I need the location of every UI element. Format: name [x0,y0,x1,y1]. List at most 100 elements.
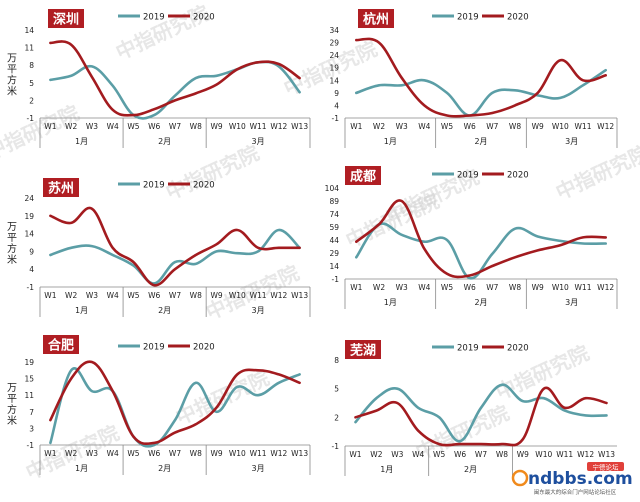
x-tick-label: W7 [486,283,498,292]
data-point [153,114,155,116]
x-axis-ticks: W1 W2 W3 W4 W5 W6 W7 W8 W9 W10 W11 W12 W13 [44,291,308,300]
data-point [299,374,301,376]
x-tick-label: W12 [597,122,614,131]
data-point [236,68,238,70]
x-tick-label: W4 [107,449,119,458]
watermark-text: 中指研究院 [0,101,83,165]
data-point [133,265,135,267]
y-axis-label-char: 平 [7,233,17,244]
x-tick-label: W8 [190,122,202,131]
month-label: 2月 [464,465,477,474]
x-tick-label: W13 [598,450,615,459]
y-axis-label-char: 米 [7,85,17,98]
month-label: 1月 [380,465,393,474]
data-point [585,415,587,417]
month-groups: 1月 2月 3月 [39,287,311,317]
y-tick-label: -1 [27,283,35,292]
chart-legend: 2019 2020 [118,181,215,191]
series-line-2020 [355,199,607,279]
data-point [522,400,524,402]
data-point [112,247,114,249]
month-label: 3月 [565,298,578,307]
x-tick-label: W13 [291,291,308,300]
data-point [174,100,176,102]
data-point [112,390,114,392]
y-tick-label: 89 [329,197,339,206]
data-point [216,84,218,86]
data-point [446,115,448,117]
y-axis-ticks: -1 4 9 14 19 24 [24,194,34,292]
chart-legend: 2019 2020 [432,171,529,181]
data-point [417,430,419,432]
y-tick-label: 4 [334,101,339,110]
data-point [469,115,471,117]
y-tick-label: 104 [325,184,340,193]
y-tick-label: 44 [329,236,339,245]
x-tick-label: W12 [270,291,287,300]
data-point [401,200,403,202]
y-tick-label: 19 [329,64,339,73]
data-point [423,248,425,250]
chart-panel: 杭州 2019 2020 -1 4 9 14 19 24 29 34 W1 W2 W3 W4 W5 W6 W7 W8… [329,9,618,148]
data-point [195,92,197,94]
x-tick-label: W3 [86,291,98,300]
data-point [606,415,608,417]
data-point [257,394,259,396]
chart-title-badge: 芜湖 [345,340,381,359]
y-tick-label: 8 [29,61,34,70]
x-tick-label: W11 [250,449,267,458]
data-point [216,75,218,77]
data-point [605,243,607,245]
series-line-2020 [355,37,607,118]
x-tick-label: W1 [44,122,56,131]
legend-label: 2020 [507,171,529,181]
data-point [70,44,72,46]
y-tick-label: 7 [29,408,34,417]
x-tick-label: W9 [210,122,222,131]
x-tick-label: W7 [486,122,498,131]
data-point [543,397,545,399]
y-axis-ticks: -1 2 5 8 11 14 [24,26,34,123]
data-point [514,228,516,230]
month-label: 2月 [158,464,171,473]
data-point [605,237,607,239]
y-tick-label: 24 [24,194,34,203]
y-tick-label: -1 [27,114,35,123]
chart-title-badge: 杭州 [358,9,394,28]
data-point [49,442,51,444]
month-label: 2月 [474,137,487,146]
y-tick-label: -1 [332,275,340,284]
y-axis-label-char: 平 [7,394,17,405]
data-point [491,253,493,255]
x-tick-label: W7 [169,291,181,300]
data-point [257,251,259,253]
data-point [174,95,176,97]
x-tick-label: W11 [250,291,267,300]
data-point [378,224,380,226]
x-tick-label: W3 [86,449,98,458]
month-label: 3月 [252,137,265,146]
data-point [153,108,155,110]
x-tick-label: W11 [556,450,573,459]
y-axis-label-char: 方 [7,74,17,87]
data-point [278,63,280,65]
x-tick-label: W10 [552,122,569,131]
chart-title-background [358,9,394,28]
y-tick-label: 11 [24,44,34,53]
data-point [469,275,471,277]
chart-title-badge: 深圳 [48,9,84,28]
y-tick-label: 19 [24,358,34,367]
x-tick-label: W10 [229,291,246,300]
series-line-2020 [354,386,608,447]
logo-text: ndbbs.com [528,469,633,489]
series-line-2019 [49,367,301,448]
data-point [91,245,93,247]
legend-label: 2019 [457,171,479,181]
data-point [469,277,471,279]
data-point [216,411,218,413]
legend-label: 2019 [143,181,165,191]
